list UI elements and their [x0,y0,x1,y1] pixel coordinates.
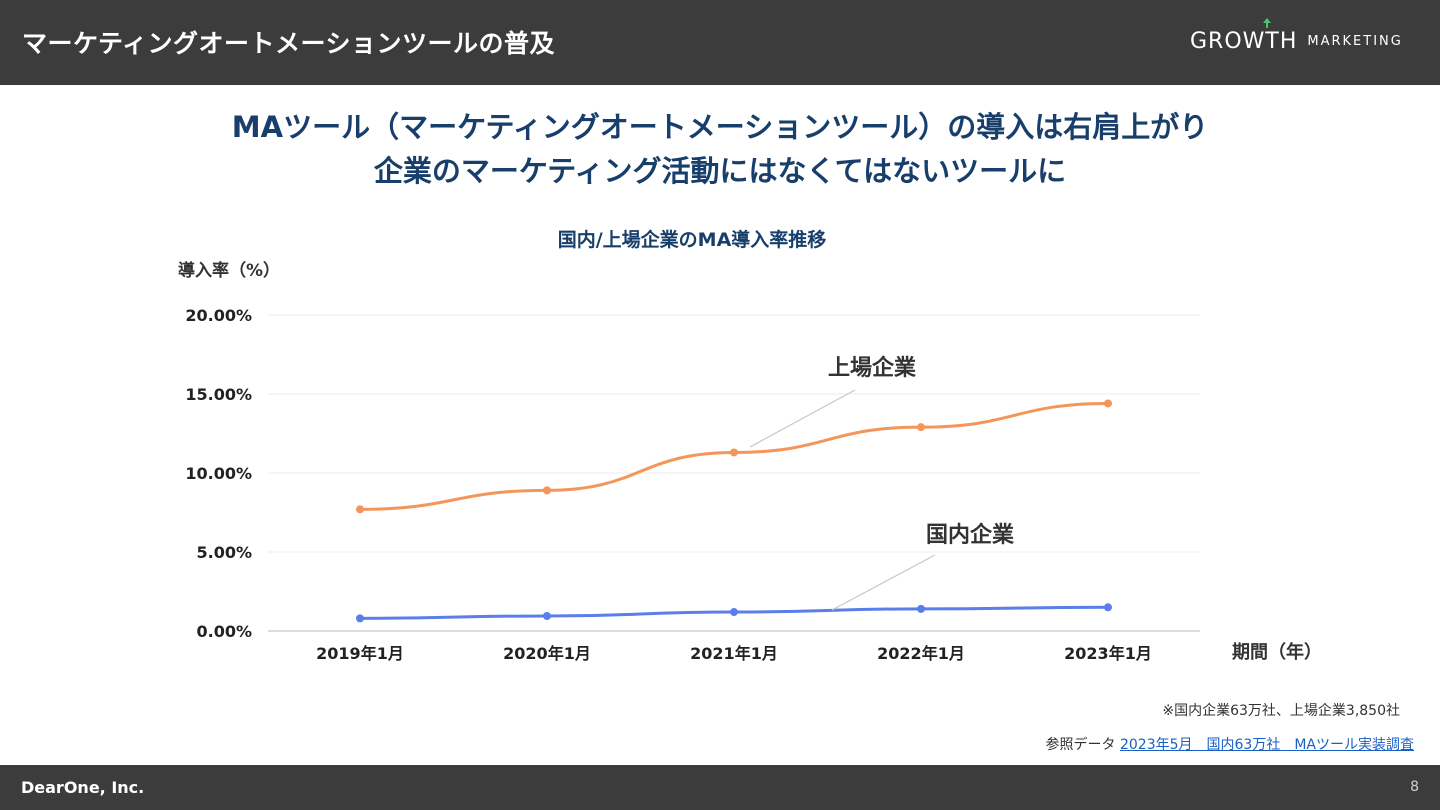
growth-marketing-logo: GROWTH MARKETING [1190,18,1403,56]
page-number: 8 [1410,779,1419,795]
data-point [356,505,364,514]
y-tick-label: 0.00% [196,622,252,641]
reference-label: 参照データ [1045,737,1116,753]
header-bar: マーケティングオートメーションツールの普及 GROWTH MARKETING [0,0,1440,85]
y-tick-label: 15.00% [185,385,252,404]
series-label: 国内企業 [926,522,1015,548]
y-axis-label: 導入率（%） [178,260,280,281]
x-tick-label: 2023年1月 [1064,644,1152,663]
page-title: マーケティングオートメーションツールの普及 [22,29,556,58]
series-leader-line [831,554,936,611]
series-leader-line [749,389,856,448]
headline-line-2: 企業のマーケティング活動にはなくてはないツールに [373,154,1067,188]
footer-bar: DearOne, Inc. 8 [0,765,1440,810]
reference-link[interactable]: 2023年5月 国内63万社 MAツール実装調査 [1119,737,1414,753]
x-axis-label: 期間（年） [1232,641,1322,663]
headline-line-1: MAツール（マーケティングオートメーションツール）の導入は右肩上がり [231,110,1209,144]
data-point [543,611,551,620]
x-tick-label: 2022年1月 [877,644,965,663]
y-tick-label: 10.00% [185,464,252,483]
reference: 参照データ 2023年5月 国内63万社 MAツール実装調査 [1046,734,1414,754]
company-name: DearOne, Inc. [21,778,145,797]
logo-arrow-icon [1263,18,1271,28]
data-point [356,614,364,623]
logo-sub-text: MARKETING [1307,33,1403,49]
data-point [543,486,551,495]
series-label: 上場企業 [828,355,917,381]
y-tick-label: 5.00% [196,543,252,562]
logo-main-text: GROWTH [1190,28,1298,54]
data-point [730,448,738,457]
data-point [1104,603,1112,612]
footnote: ※国内企業63万社、上場企業3,850社 [1162,703,1400,719]
x-tick-label: 2021年1月 [690,644,778,663]
data-point [730,608,738,617]
data-point [917,604,925,613]
data-point [917,423,925,432]
chart-title: 国内/上場企業のMA導入率推移 [558,228,827,251]
x-tick-label: 2020年1月 [503,644,591,663]
data-point [1104,399,1112,408]
y-tick-label: 20.00% [185,306,252,325]
x-tick-label: 2019年1月 [316,644,404,663]
